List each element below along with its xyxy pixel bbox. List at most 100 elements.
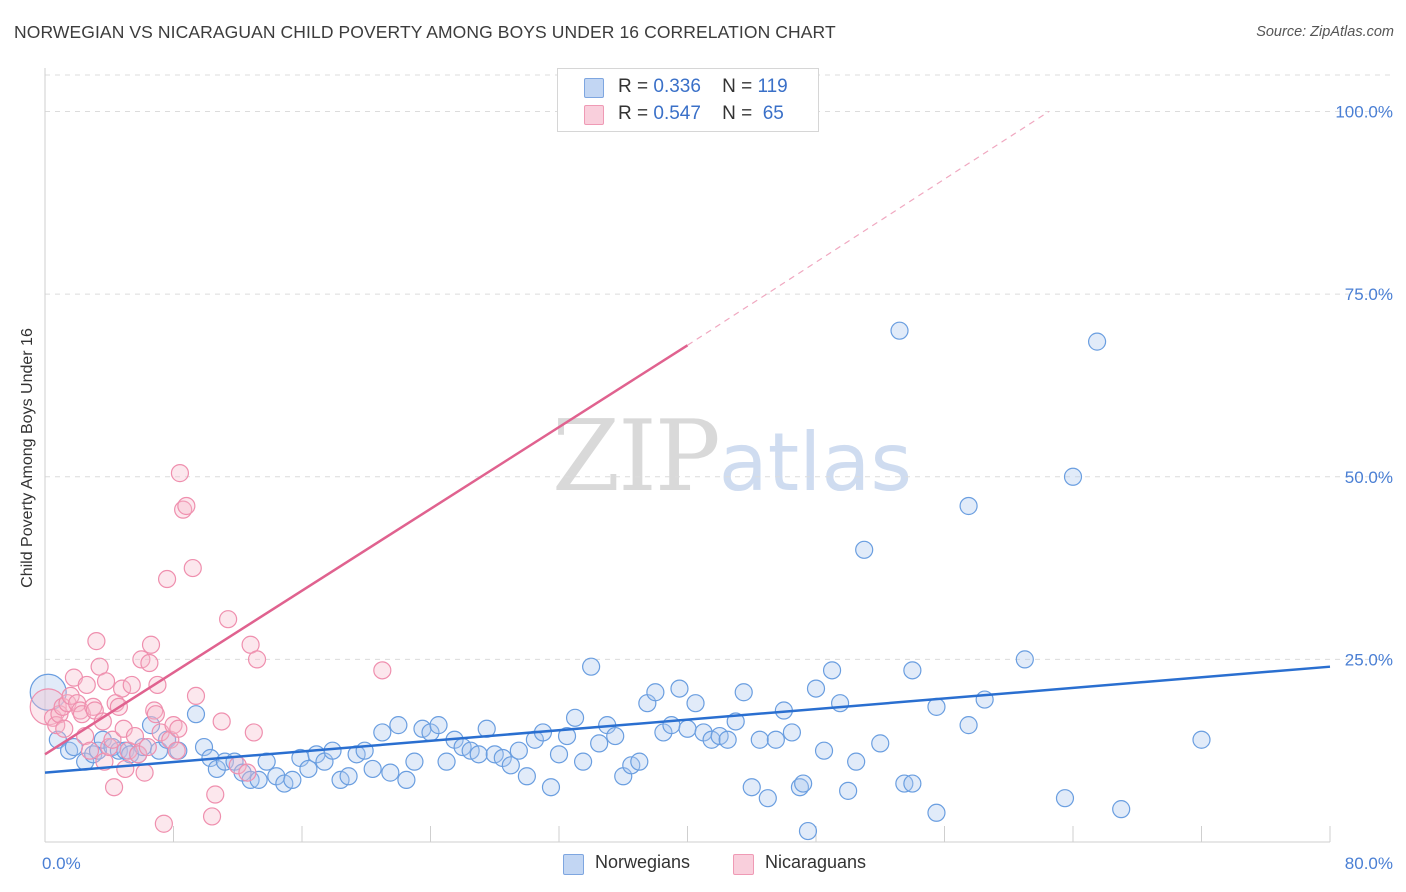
norwegians-point	[141, 716, 161, 735]
norwegians-point	[283, 770, 302, 790]
norwegians-point	[565, 708, 585, 727]
norwegians-point	[646, 683, 665, 702]
nicaraguans-point	[170, 464, 190, 483]
norwegians-point	[437, 752, 456, 771]
legend-n-value: 65	[762, 103, 784, 124]
legend-swatch-norwegians	[584, 78, 604, 98]
source-credit: Source: ZipAtlas.com	[1256, 24, 1394, 40]
norwegians-point	[1112, 800, 1131, 819]
nicaraguans-point	[125, 726, 145, 746]
norwegians-point	[1063, 467, 1083, 486]
nicaraguans-point	[238, 763, 257, 782]
norwegians-point	[93, 730, 112, 749]
nicaraguans-point	[61, 686, 80, 706]
norwegians-point	[397, 770, 416, 790]
trend-lines	[44, 111, 1331, 774]
watermark-atlas: atlas	[718, 416, 913, 509]
nicaraguans-point	[80, 741, 100, 760]
norwegians-point	[678, 719, 697, 738]
norwegians-point	[927, 803, 946, 822]
norwegians-point	[606, 726, 625, 746]
y-tick-label: 25.0%	[1345, 650, 1393, 669]
norwegians-point	[782, 723, 802, 742]
norwegians-point	[323, 741, 342, 760]
nicaraguans-point	[114, 719, 133, 738]
norwegians-point	[1015, 650, 1034, 669]
y-tick-label: 75.0%	[1345, 285, 1393, 304]
norwegians-point	[742, 778, 761, 797]
norwegians-point	[541, 778, 561, 797]
norwegians-point	[109, 741, 128, 760]
tick-labels: 25.0% 50.0% 75.0% 100.0% 0.0% 80.0%	[42, 103, 1393, 873]
nicaraguans-point	[135, 763, 154, 782]
nicaraguans-point	[186, 686, 206, 706]
nicaraguans-trend-extension	[687, 111, 1050, 346]
nicaraguans-point	[55, 719, 74, 738]
norwegians-point	[469, 745, 488, 764]
norwegians-point	[794, 774, 813, 793]
nicaraguans-point	[183, 558, 202, 578]
y-tick-label: 50.0%	[1345, 468, 1393, 487]
nicaraguans-point	[122, 675, 141, 695]
nicaraguans-point	[140, 653, 159, 673]
norwegians-point	[249, 770, 268, 790]
nicaraguans-point	[219, 610, 238, 629]
norwegians-point	[871, 734, 890, 753]
norwegians-point	[847, 752, 866, 771]
legend-r-label: R =	[618, 103, 649, 124]
chart-title: NORWEGIAN VS NICARAGUAN CHILD POVERTY AM…	[14, 22, 836, 42]
nicaraguans-point	[138, 737, 157, 757]
legend-r-label: R =	[618, 76, 649, 97]
norwegians-point	[718, 730, 737, 749]
legend-n-value: 119	[757, 76, 788, 97]
legend-n-label: N =	[722, 76, 753, 97]
norwegians-point	[194, 737, 214, 757]
nicaraguans-point	[169, 719, 188, 738]
norwegians-point	[590, 734, 609, 753]
legend-n-label: N =	[722, 103, 753, 124]
norwegians-point	[903, 661, 922, 680]
legend-text-nicaraguans: R = 0.547 N = 65	[618, 103, 784, 125]
nicaraguans-points	[29, 102, 585, 833]
legend-label-nicaraguans: Nicaraguans	[765, 852, 867, 872]
nicaraguans-point	[95, 752, 114, 771]
legend-swatch-norwegians	[563, 854, 584, 875]
norwegians-point	[662, 716, 681, 735]
norwegians-point	[517, 767, 536, 786]
norwegians-point	[299, 759, 318, 779]
norwegians-trend-line	[44, 665, 1331, 774]
nicaraguans-point	[373, 661, 392, 680]
nicaraguans-point	[177, 496, 196, 516]
norwegians-point	[959, 716, 978, 735]
norwegians-point	[339, 767, 358, 786]
norwegians-point	[670, 679, 689, 698]
correlation-legend: R = 0.336 N = 119 R = 0.547 N = 65	[557, 68, 819, 132]
x-tick-label: 0.0%	[42, 854, 81, 873]
norwegians-point	[1055, 789, 1075, 808]
norwegians-point	[927, 697, 946, 716]
y-tick-label: 100.0%	[1335, 103, 1393, 122]
nicaraguans-point	[244, 723, 263, 742]
norwegians-point	[1087, 332, 1107, 351]
norwegians-point	[509, 741, 528, 760]
nicaraguans-point	[154, 814, 173, 833]
norwegians-point	[557, 726, 577, 746]
nicaraguans-point	[146, 705, 165, 724]
norwegians-point	[758, 789, 777, 808]
norwegians-point	[890, 321, 909, 340]
norwegians-point	[186, 705, 206, 724]
norwegians-point	[903, 774, 922, 793]
norwegians-point	[959, 496, 978, 516]
norwegians-point	[806, 679, 826, 698]
nicaraguans-trend-line	[44, 344, 689, 756]
legend-swatch-nicaraguans	[584, 105, 604, 125]
norwegians-point	[389, 716, 408, 735]
nicaraguans-point	[87, 632, 106, 651]
norwegians-point	[582, 657, 601, 676]
norwegians-point	[1192, 730, 1211, 749]
nicaraguans-point	[206, 785, 225, 804]
norwegians-point	[734, 683, 753, 702]
nicaraguans-point	[167, 741, 186, 760]
nicaraguans-point	[77, 675, 96, 695]
norwegians-point	[405, 752, 424, 771]
